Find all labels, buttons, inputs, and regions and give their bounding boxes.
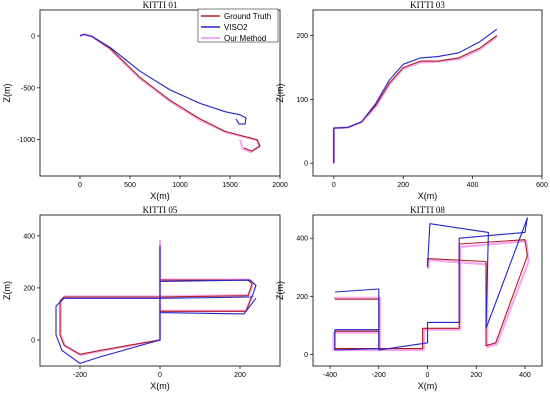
- series-line-ground-truth: [334, 239, 528, 350]
- y-tick-label: 400: [296, 236, 308, 243]
- y-axis-label: Z(m): [275, 281, 285, 300]
- chart-title: KITTI 01: [143, 0, 178, 10]
- y-tick-label: 200: [296, 33, 308, 40]
- y-tick-label: 0: [304, 161, 308, 168]
- series-line-our-method: [79, 33, 261, 154]
- series-line-ground-truth: [79, 33, 261, 152]
- x-tick-label: 0: [332, 182, 336, 189]
- plot-frame: [312, 9, 543, 177]
- y-axis-label: Z(m): [2, 84, 12, 103]
- x-tick-label: 200: [470, 372, 482, 379]
- y-tick-label: 0: [31, 337, 35, 344]
- y-tick-label: 0: [304, 352, 308, 359]
- y-tick-label: 200: [23, 285, 35, 292]
- y-axis-label: Z(m): [2, 281, 12, 300]
- legend-label: Ground Truth: [224, 12, 271, 21]
- y-tick-label: 200: [296, 294, 308, 301]
- y-tick-label: -1000: [17, 137, 35, 144]
- x-tick-label: 0: [158, 372, 162, 379]
- x-tick-label: 2000: [272, 182, 288, 189]
- legend: Ground Truth VISO2 Our Method: [197, 8, 279, 43]
- x-tick-label: 400: [519, 372, 531, 379]
- x-tick-label: -200: [372, 372, 386, 379]
- panel-1: KITTI 01 0 500 1000 1500 2000 0 -500 -1000 X(m) Z(…: [2, 0, 288, 201]
- panel-3: KITTI 05 -200 0 200 0 200 400 X(m) Z(m): [2, 205, 281, 391]
- x-tick-label: 500: [124, 182, 136, 189]
- series-line-viso2: [333, 28, 498, 164]
- x-tick-label: 0: [78, 182, 82, 189]
- chart-title: KITTI 03: [410, 0, 445, 10]
- y-tick-label: 0: [31, 33, 35, 40]
- x-axis-label: X(m): [150, 381, 170, 391]
- legend-box: [197, 8, 279, 43]
- x-tick-label: 1000: [172, 182, 188, 189]
- x-tick-label: 0: [426, 372, 430, 379]
- y-tick-label: 100: [296, 97, 308, 104]
- x-axis-label: X(m): [418, 381, 438, 391]
- series-line-viso2: [79, 33, 247, 125]
- series-line-ground-truth: [59, 245, 253, 355]
- x-tick-label: 200: [397, 182, 409, 189]
- x-tick-label: 400: [467, 182, 479, 189]
- y-axis-label: Z(m): [275, 84, 285, 103]
- x-tick-label: -200: [73, 372, 87, 379]
- panel-2: KITTI 03 0 200 400 600 0 100 200 X(m) Z(m): [275, 0, 548, 201]
- y-tick-label: -500: [21, 85, 35, 92]
- series-line-our-method: [332, 35, 498, 164]
- x-axis-label: X(m): [150, 191, 170, 201]
- x-axis-label: X(m): [418, 191, 438, 201]
- series-line-viso2: [55, 245, 257, 364]
- x-tick-label: 600: [536, 182, 548, 189]
- plot-frame: [39, 9, 281, 177]
- y-tick-label: 400: [23, 233, 35, 240]
- x-tick-label: 1500: [222, 182, 238, 189]
- x-tick-label: -400: [323, 372, 337, 379]
- chart-title: KITTI 05: [143, 205, 178, 215]
- x-tick-label: 200: [234, 372, 246, 379]
- panel-4: KITTI 08 -400 -200 0 200 400 0 200 400 X(m) Z(m): [275, 205, 543, 391]
- series-line-ground-truth: [333, 35, 498, 164]
- series-line-viso2: [334, 217, 528, 351]
- legend-label: Our Method: [224, 34, 266, 43]
- legend-label: VISO2: [224, 23, 248, 32]
- chart-title: KITTI 08: [410, 205, 445, 215]
